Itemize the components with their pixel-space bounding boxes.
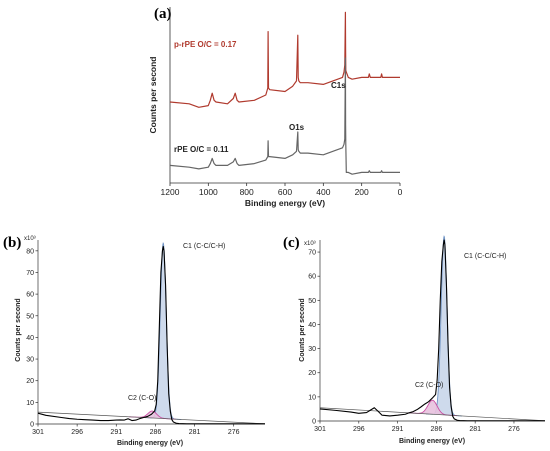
x-axis-label-b: Binding energy (eV): [117, 440, 183, 447]
peak-fill-c2-c: [407, 400, 458, 416]
x-axis-label-a: Binding energy (eV): [245, 198, 325, 208]
y-tick-label-c: 60: [308, 274, 316, 281]
series-group-c: [319, 235, 546, 422]
peak-fill-c1-c: [426, 236, 463, 416]
x-tick-label-b: 301: [32, 429, 44, 436]
y-multiplier-c: x10³: [304, 241, 316, 247]
y-tick-label-c: 20: [308, 370, 316, 377]
x-tick-label-c: 286: [431, 426, 443, 433]
x-tick-label-a: 600: [278, 187, 292, 197]
y-tick-label-b: 20: [26, 378, 34, 385]
baseline-c: [319, 407, 546, 422]
y-multiplier-b: x10³: [24, 236, 36, 242]
x-ticks-a: 1200 1000 800 600 400 200 0: [161, 183, 403, 197]
x-tick-label-a: 0: [398, 187, 403, 197]
series-line-p-rpe: [169, 11, 400, 108]
y-tick-label-b: 40: [26, 335, 34, 342]
x-axis-label-c: Binding energy (eV): [399, 438, 465, 445]
x-tick-label-a: 400: [316, 187, 330, 197]
peak-fill-c1-b: [145, 243, 182, 420]
y-tick-label-c: 0: [312, 419, 316, 426]
y-tick-label-b: 30: [26, 357, 34, 364]
series-group-a: [169, 11, 400, 175]
x-tick-label-a: 1000: [199, 187, 218, 197]
y-ticks-c: 0 10 20 30 40 50 60 70: [308, 250, 320, 426]
x-tick-label-b: 286: [150, 429, 162, 436]
y-tick-label-b: 0: [30, 422, 34, 429]
y-tick-label-b: 70: [26, 270, 34, 277]
y-axis-label-b: Counts per second: [15, 298, 22, 361]
y-tick-label-b: 60: [26, 292, 34, 299]
x-tick-label-c: 291: [392, 426, 404, 433]
y-tick-label-b: 50: [26, 313, 34, 320]
y-tick-label-b: 10: [26, 400, 34, 407]
annotation-c2-b: C2 (C-O): [128, 395, 156, 402]
panel-label-b: (b): [3, 235, 21, 251]
annotation-c1-c: C1 (C-C/C-H): [464, 253, 506, 260]
y-tick-label-c: 50: [308, 298, 316, 305]
annotation-c1-b: C1 (C-C/C-H): [183, 243, 225, 250]
survey-spectra-panel: (a) 1200 1000 800 600 400 200 0 Binding energy…: [148, 6, 403, 208]
series-label-p-rpe: p-rPE O/C = 0.17: [174, 40, 237, 49]
y-ticks-b: 0 10 20 30 40 50 60 70 80: [26, 248, 38, 429]
x-tick-label-b: 296: [71, 429, 83, 436]
x-tick-label-b: 276: [228, 429, 240, 436]
y-tick-label-b: 80: [26, 248, 34, 255]
x-tick-label-c: 301: [314, 426, 326, 433]
series-label-rpe: rPE O/C = 0.11: [174, 145, 229, 154]
annotation-o1s: O1s: [289, 123, 305, 132]
measured-spectrum-b: [37, 245, 265, 425]
y-axis-label-a: Counts per second: [148, 57, 158, 134]
x-tick-label-b: 291: [110, 429, 122, 436]
x-tick-label-a: 1200: [161, 187, 180, 197]
x-tick-label-c: 296: [353, 426, 365, 433]
x-tick-label-b: 281: [189, 429, 201, 436]
x-ticks-c: 301 296 291 286 281 276: [314, 421, 520, 433]
c1s-p-rpe-panel: (c) x10³ 301 296 291 286 281 276 0 10 20 30 40 50 6…: [283, 235, 546, 445]
x-ticks-b: 301 296 291 286 281 276: [32, 424, 240, 436]
annotation-c2-c: C2 (C-O): [415, 382, 443, 389]
measured-spectrum-c: [319, 239, 545, 422]
y-axis-label-c: Counts per second: [299, 298, 306, 361]
x-tick-label-a: 800: [240, 187, 254, 197]
y-tick-label-c: 30: [308, 346, 316, 353]
y-tick-label-c: 70: [308, 250, 316, 257]
annotation-c1s: C1s: [331, 81, 346, 90]
series-line-rpe: [169, 57, 400, 175]
panel-label-a: (a): [154, 6, 172, 22]
y-tick-label-c: 40: [308, 322, 316, 329]
x-tick-label-c: 281: [469, 426, 481, 433]
series-group-b: [37, 242, 266, 425]
y-tick-label-c: 10: [308, 394, 316, 401]
x-tick-label-a: 200: [355, 187, 369, 197]
peak-fill-c2-b: [128, 411, 176, 420]
baseline-b: [37, 411, 266, 425]
c1s-rpe-panel: (b) x10³ 301 296 291 286 281 276 0 10 20 30 40 50 6…: [3, 235, 266, 447]
x-tick-label-c: 276: [508, 426, 520, 433]
panel-label-c: (c): [283, 235, 300, 251]
